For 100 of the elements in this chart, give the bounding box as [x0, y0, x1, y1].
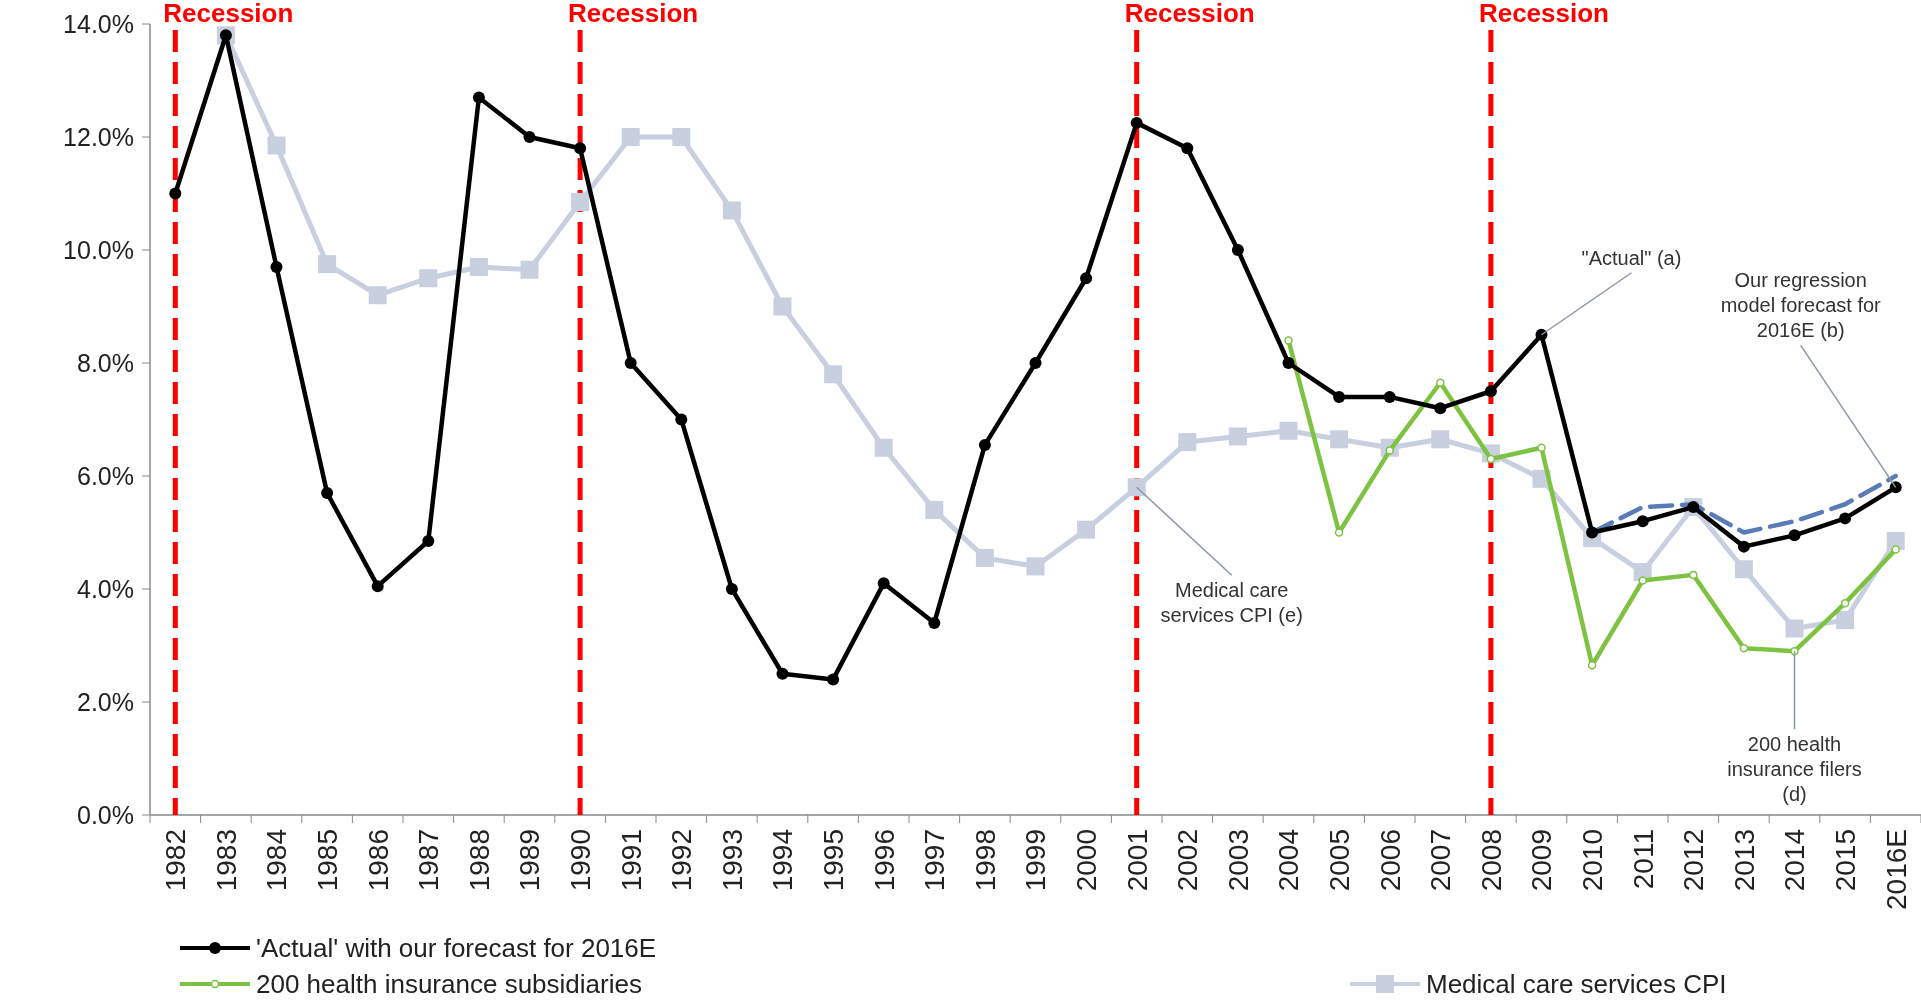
annotation: "Actual" (a)	[1581, 246, 1682, 269]
point	[1026, 557, 1045, 576]
point	[1178, 433, 1197, 452]
y-tick-label: 2.0%	[77, 687, 134, 716]
point	[1737, 540, 1750, 553]
x-tick-label: 1991	[615, 829, 647, 892]
point	[1334, 528, 1344, 537]
point	[824, 365, 843, 384]
point	[874, 438, 893, 457]
point	[318, 255, 337, 274]
x-tick-label: 1988	[463, 829, 495, 892]
point	[469, 257, 488, 276]
point	[371, 580, 384, 593]
point	[827, 673, 840, 686]
point	[1279, 421, 1298, 440]
point	[1127, 478, 1146, 497]
x-tick-label: 1985	[311, 829, 343, 892]
x-tick-label: 1983	[210, 829, 242, 892]
x-tick-label: 2000	[1070, 829, 1102, 892]
point	[419, 269, 438, 288]
x-tick-label: 1989	[514, 829, 546, 892]
point	[1836, 611, 1855, 630]
x-tick-label: 2013	[1728, 829, 1760, 892]
point	[1689, 570, 1698, 580]
point	[1431, 430, 1450, 449]
annotation: 200 health insurance filers (d)	[1727, 733, 1862, 806]
x-tick-label: 1984	[261, 829, 293, 892]
x-tick-label: 1982	[160, 829, 192, 892]
x-tick-label: 2008	[1475, 829, 1507, 892]
point	[1383, 390, 1396, 403]
point	[773, 297, 792, 316]
y-tick-label: 14.0%	[63, 9, 134, 38]
x-tick-label: 1994	[767, 829, 799, 892]
y-tick-label: 0.0%	[77, 800, 134, 829]
x-tick-label: 2007	[1425, 829, 1457, 892]
point	[1788, 529, 1801, 542]
annotation: Medical care services CPI (e)	[1160, 579, 1303, 627]
x-tick-label: 2016E	[1880, 829, 1912, 910]
point	[621, 128, 640, 146]
x-tick-label: 2014	[1779, 829, 1811, 892]
point	[1333, 390, 1346, 403]
point	[1891, 545, 1900, 554]
x-tick-label: 2003	[1222, 829, 1254, 892]
point	[1282, 357, 1295, 369]
point	[675, 413, 688, 426]
point	[267, 136, 286, 155]
point	[725, 583, 738, 595]
x-tick-label: 2011	[1627, 829, 1659, 890]
point	[1228, 427, 1247, 446]
point	[776, 667, 789, 680]
point	[928, 616, 941, 629]
legend-label: Medical care services CPI	[1426, 969, 1727, 1000]
x-tick-label: 2010	[1576, 829, 1608, 892]
point	[1840, 598, 1850, 608]
x-tick-label: 1996	[868, 829, 900, 892]
point	[1231, 244, 1244, 256]
x-tick-label: 1993	[716, 829, 748, 892]
point	[925, 500, 944, 519]
point	[1181, 142, 1194, 155]
x-tick-label: 2002	[1172, 829, 1204, 892]
x-tick-label: 2001	[1121, 829, 1153, 892]
point	[472, 91, 485, 104]
y-tick-label: 4.0%	[77, 574, 134, 603]
point	[624, 357, 637, 369]
legend-label: 200 health insurance subsidiaries	[256, 969, 642, 1000]
point	[1330, 430, 1349, 449]
point	[1486, 454, 1496, 464]
point	[1739, 644, 1749, 653]
point	[1284, 336, 1293, 345]
point	[978, 438, 991, 451]
x-tick-label: 2006	[1374, 829, 1406, 892]
x-tick-label: 2012	[1678, 829, 1710, 892]
legend-label: 'Actual' with our forecast for 2016E	[256, 933, 657, 964]
y-tick-label: 6.0%	[77, 461, 134, 490]
point	[571, 192, 590, 211]
ref-line-label: Recession	[1478, 0, 1609, 28]
x-tick-label: 1987	[413, 829, 445, 892]
x-tick-label: 2015	[1829, 829, 1861, 892]
point	[1638, 576, 1647, 585]
point	[270, 260, 283, 273]
point	[169, 187, 182, 200]
point	[1587, 661, 1597, 670]
point	[1080, 272, 1093, 285]
point	[1434, 402, 1447, 415]
point	[1436, 378, 1445, 388]
point	[1077, 520, 1096, 539]
y-tick-label: 8.0%	[77, 348, 134, 377]
x-tick-label: 1998	[969, 829, 1001, 892]
point	[722, 201, 741, 220]
point	[422, 534, 435, 547]
point	[1537, 443, 1546, 452]
point	[1785, 619, 1804, 638]
point	[520, 260, 539, 279]
point	[1636, 515, 1649, 528]
point	[523, 131, 536, 143]
x-tick-label: 1986	[362, 829, 394, 892]
y-tick-label: 12.0%	[63, 122, 134, 151]
point	[368, 286, 387, 305]
point	[1130, 116, 1143, 129]
x-tick-label: 2004	[1273, 829, 1305, 892]
